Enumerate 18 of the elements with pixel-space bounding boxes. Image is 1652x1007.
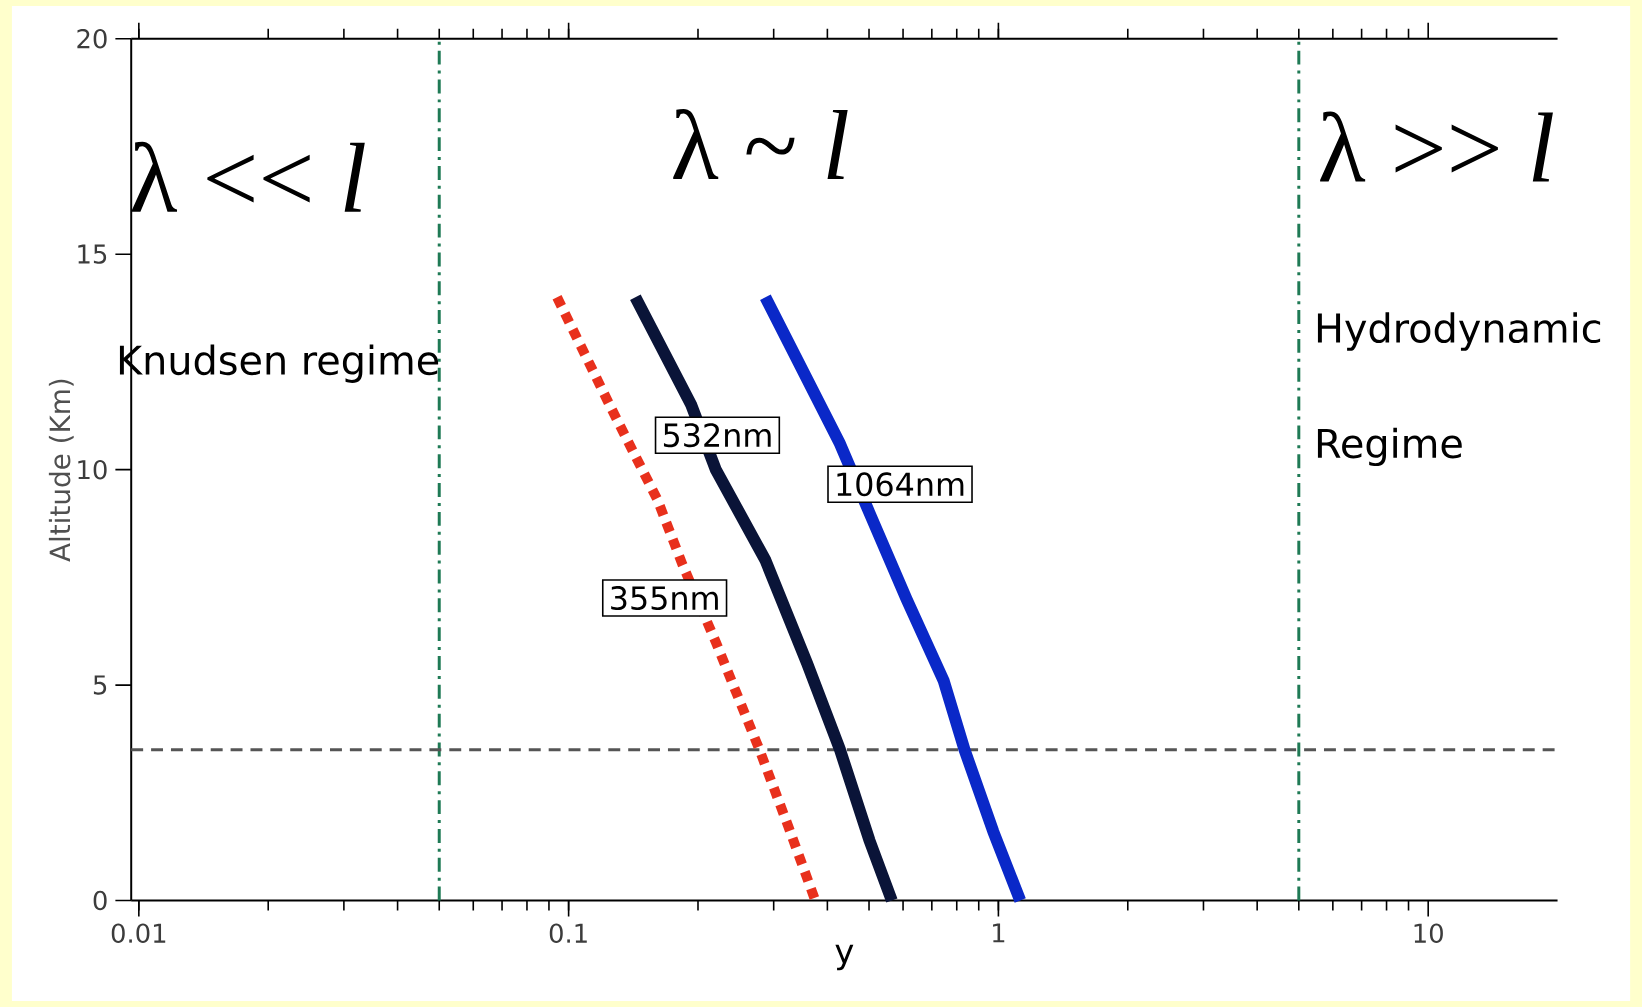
y-tick-label: 5 bbox=[93, 675, 107, 695]
x-tick-label: 0.01 bbox=[111, 923, 166, 944]
y-tick-label: 0 bbox=[93, 890, 107, 911]
annotation: λ ~ l bbox=[673, 108, 848, 179]
series-label: 532nm bbox=[663, 423, 771, 448]
x-axis-title: y bbox=[835, 944, 854, 971]
y-tick-label: 20 bbox=[77, 29, 107, 49]
series-label: 355nm bbox=[611, 586, 718, 611]
x-tick-label: 0.1 bbox=[549, 923, 587, 944]
y-tick-label: 15 bbox=[78, 244, 107, 264]
series-label: 1064nm bbox=[837, 472, 964, 497]
x-tick-label: 10 bbox=[1414, 923, 1443, 944]
y-axis-title: Altitude (Km) bbox=[48, 379, 74, 562]
text: Hydrodynamic Regime bbox=[1317, 312, 1601, 467]
annotation: λ << l bbox=[131, 141, 365, 212]
y-tick-label: 10 bbox=[78, 459, 107, 480]
annotation: λ >> l bbox=[1320, 111, 1553, 182]
x-tick-label: 1 bbox=[993, 923, 1005, 943]
